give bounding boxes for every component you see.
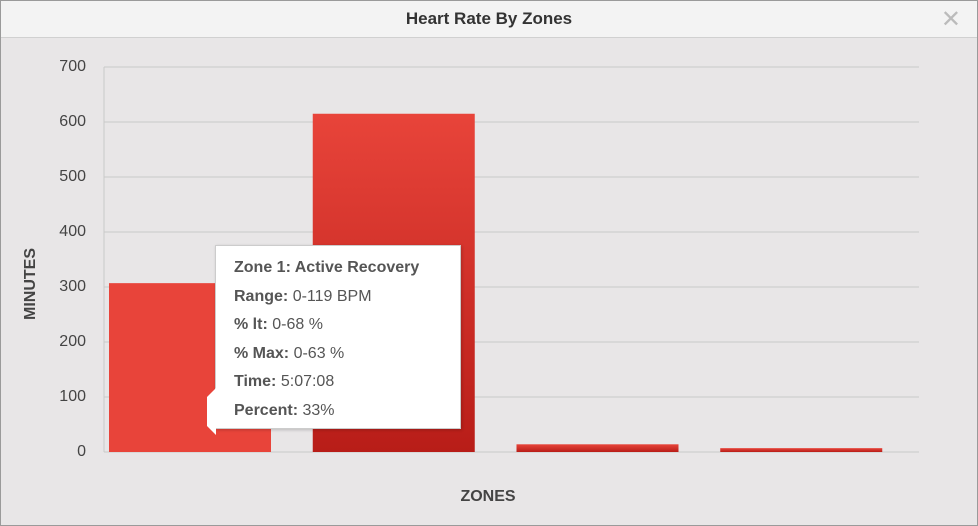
chart-title: Heart Rate By Zones: [1, 1, 977, 38]
tooltip-value: 0-63 %: [293, 344, 345, 362]
tooltip-title: Zone 1: Active Recovery: [234, 259, 420, 276]
tooltip-label: Percent:: [234, 401, 299, 419]
tooltip-label: % Max:: [234, 344, 290, 362]
y-tick-label: 300: [59, 278, 86, 295]
tooltip-label: Range:: [234, 287, 289, 305]
tooltip-pointer: [207, 388, 216, 435]
y-tick-label: 600: [59, 113, 86, 130]
x-axis-label: ZONES: [460, 488, 515, 505]
tooltip: Zone 1: Active Recovery Range: 0-119 BPM…: [207, 245, 461, 435]
tooltip-value: 5:07:08: [280, 373, 335, 390]
y-tick-label: 0: [77, 443, 86, 460]
y-tick-label: 100: [59, 388, 86, 405]
tooltip-value: 33%: [302, 401, 335, 419]
y-tick-label: 500: [59, 168, 86, 185]
tooltip-label: % lt:: [234, 316, 268, 333]
tooltip-label: Time:: [234, 373, 277, 390]
close-button[interactable]: ✕: [940, 6, 961, 33]
y-axis-label: MINUTES: [22, 248, 39, 320]
tooltip-row: Percent: 33%: [234, 397, 460, 426]
tooltip-value: 0-68 %: [272, 316, 323, 333]
y-tick-label: 400: [59, 223, 86, 240]
tooltip-row: Time: 5:07:08: [234, 368, 460, 397]
y-tick-label: 700: [59, 58, 86, 75]
y-tick-label: 200: [59, 333, 86, 350]
bar: [516, 444, 679, 452]
tooltip-row: % lt: 0-68 %: [234, 311, 460, 340]
bar: [720, 448, 883, 452]
tooltip-row: Range: 0-119 BPM: [234, 283, 460, 312]
tooltip-row: % Max: 0-63 %: [234, 340, 460, 369]
tooltip-value: 0-119 BPM: [292, 287, 372, 305]
